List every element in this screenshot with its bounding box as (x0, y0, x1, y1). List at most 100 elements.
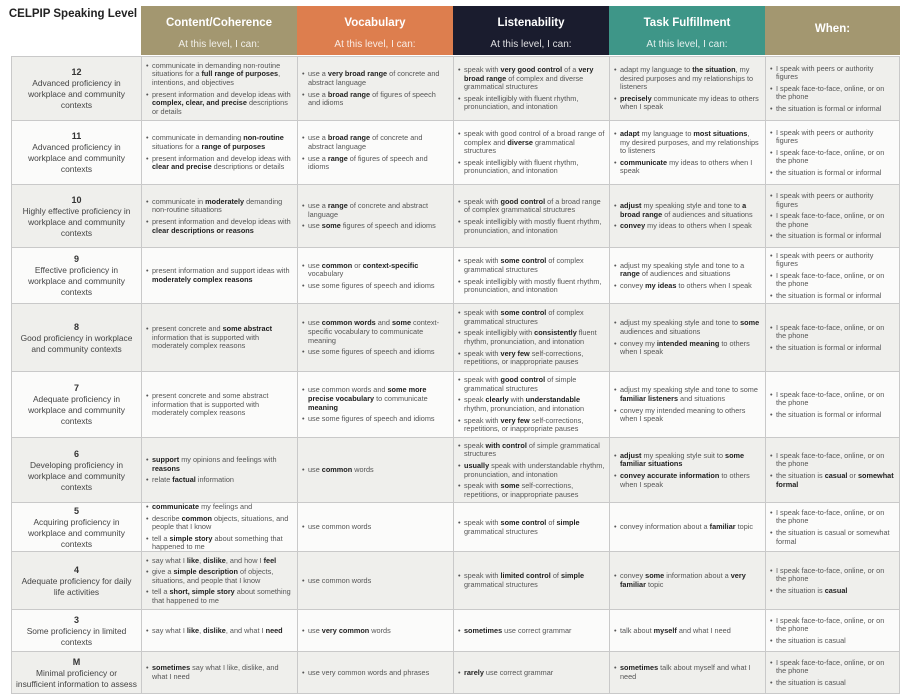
when-cell: I speak face-to-face, online, or on the … (766, 372, 900, 438)
descriptor-item: use very common words (302, 626, 449, 636)
when-cell: I speak face-to-face, online, or on the … (766, 652, 900, 694)
task-fulfillment-cell: sometimes talk about myself and what I n… (610, 652, 766, 694)
descriptor-item: adjust my speaking style and tone to a b… (614, 201, 761, 219)
descriptor-list: communicate in moderately demanding non-… (146, 197, 293, 235)
content-coherence-cell: communicate in demanding non-routine sit… (142, 56, 298, 121)
descriptor-item: speak with very good control of a very b… (458, 65, 605, 92)
descriptor-item: use very common words and phrases (302, 668, 449, 678)
descriptor-item: I speak face-to-face, online, or on the … (770, 390, 895, 408)
when-cell: I speak with peers or authority figures I… (766, 56, 900, 121)
descriptor-item: give a simple description of objects, si… (146, 567, 293, 585)
level-number: 4 (73, 564, 79, 575)
descriptor-list: present concrete and some abstract infor… (146, 391, 293, 418)
level-number: 8 (73, 321, 79, 332)
descriptor-list: present information and support ideas wi… (146, 267, 293, 284)
level-row-10: 10 Highly effective proficiency in workpl… (11, 185, 900, 248)
descriptor-item: I speak face-to-face, online, or on the … (770, 616, 895, 634)
descriptor-item: I speak face-to-face, online, or on the … (770, 211, 895, 229)
level-description: Some proficiency in limited contexts (26, 625, 127, 647)
descriptor-item: speak intelligibly with mostly fluent rh… (458, 277, 605, 295)
vocabulary-cell: use a range of concrete and abstract lan… (298, 185, 454, 248)
when-cell: I speak face-to-face, online, or on the … (766, 438, 900, 503)
descriptor-item: use common words and some more precise v… (302, 386, 449, 412)
descriptor-list: speak with good control of a broad range… (458, 129, 605, 176)
descriptor-item: convey my intended meaning to others whe… (614, 406, 761, 424)
header-title: Content/Coherence (165, 17, 273, 29)
descriptor-list: convey some information about a very fam… (614, 572, 761, 589)
level-row-4: 4 Adequate proficiency for daily life act… (11, 552, 900, 610)
descriptor-item: convey my ideas to others when I speak (614, 221, 761, 231)
listenability-cell: speak with some control of simple gramma… (454, 503, 610, 552)
content-coherence-cell: communicate in demanding non-routine sit… (142, 121, 298, 185)
header-listenability: Listenability At this level, I can: (453, 6, 609, 55)
content-coherence-cell: sometimes say what I like, dislike, and … (142, 652, 298, 694)
descriptor-item: the situation is casual (770, 636, 895, 646)
descriptor-item: communicate my ideas to others when I sp… (614, 158, 761, 176)
level-cell: 7 Adequate proficiency in workplace and c… (11, 372, 142, 438)
level-cell: 3 Some proficiency in limited contexts (11, 610, 142, 652)
descriptor-item: adjust my speaking style suit to some fa… (614, 451, 761, 469)
descriptor-list: adjust my speaking style and tone to a b… (614, 201, 761, 231)
descriptor-item: I speak face-to-face, online, or on the … (770, 323, 895, 341)
descriptor-list: say what I like, dislike, and what I nee… (146, 626, 293, 636)
listenability-cell: speak with limited control of simple gra… (454, 552, 610, 610)
vocabulary-cell: use common words and some context-specif… (298, 304, 454, 372)
level-description: Highly effective proficiency in workplac… (22, 205, 131, 238)
descriptor-item: speak with very few self-corrections, re… (458, 349, 605, 367)
descriptor-item: speak with limited control of simple gra… (458, 572, 605, 589)
descriptor-list: speak with some control of complex gramm… (458, 256, 605, 295)
task-fulfillment-cell: adjust my speaking style and tone to som… (610, 304, 766, 372)
descriptor-list: I speak face-to-face, online, or on the … (770, 658, 895, 688)
descriptor-list: communicate in demanding non-routine sit… (146, 133, 293, 172)
descriptor-item: adjust my speaking style and tone to som… (614, 385, 761, 403)
descriptor-list: use common words and some more precise v… (302, 386, 449, 424)
descriptor-item: speak with good control of simple gramma… (458, 375, 605, 393)
descriptor-list: use common words (302, 465, 449, 475)
descriptor-list: sometimes say what I like, dislike, and … (146, 664, 293, 681)
content-coherence-cell: say what I like, dislike, and how I feel… (142, 552, 298, 610)
descriptor-item: use some figures of speech and idioms (302, 221, 449, 231)
descriptor-item: say what I like, dislike, and what I nee… (146, 626, 293, 636)
descriptor-item: convey information about a familiar topi… (614, 522, 761, 532)
listenability-cell: speak with very good control of a very b… (454, 56, 610, 121)
descriptor-item: present information and develop ideas wi… (146, 217, 293, 235)
level-number: 9 (73, 254, 79, 264)
level-row-8: 8 Good proficiency in workplace and commu… (11, 304, 900, 372)
level-description: Developing proficiency in workplace and … (28, 459, 125, 492)
level-row-7: 7 Adequate proficiency in workplace and c… (11, 372, 900, 438)
descriptor-list: use common or context-specific vocabular… (302, 261, 449, 291)
vocabulary-cell: use a broad range of concrete and abstra… (298, 121, 454, 185)
descriptor-item: use a broad range of concrete and abstra… (302, 133, 449, 151)
level-number: 11 (71, 131, 82, 141)
when-cell: I speak with peers or authority figures I… (766, 121, 900, 185)
descriptor-item: I speak face-to-face, online, or on the … (770, 271, 895, 289)
descriptor-item: adjust my speaking style and tone to a r… (614, 261, 761, 279)
descriptor-list: use common words (302, 576, 449, 586)
listenability-cell: speak with good control of a broad range… (454, 121, 610, 185)
vocabulary-cell: use common words (298, 438, 454, 503)
descriptor-item: present information and develop ideas wi… (146, 154, 293, 172)
descriptor-item: convey accurate information to others wh… (614, 471, 761, 489)
descriptor-item: convey some information about a very fam… (614, 572, 761, 589)
header-task-fulfillment: Task Fulfillment At this level, I can: (609, 6, 765, 55)
descriptor-item: I speak face-to-face, online, or on the … (770, 148, 895, 166)
task-fulfillment-cell: adapt my language to most situations, my… (610, 121, 766, 185)
when-cell: I speak face-to-face, online, or on the … (766, 304, 900, 372)
level-number: 10 (71, 194, 82, 205)
descriptor-list: speak with good control of a broad range… (458, 197, 605, 235)
level-number: M (72, 656, 81, 667)
header-subtitle: At this level, I can: (490, 39, 572, 50)
descriptor-list: adjust my speaking style and tone to a r… (614, 261, 761, 291)
descriptor-item: use common words (302, 465, 449, 475)
descriptor-item: I speak face-to-face, online, or on the … (770, 658, 895, 676)
descriptor-item: present concrete and some abstract infor… (146, 391, 293, 418)
descriptor-list: adapt my language to most situations, my… (614, 129, 761, 176)
descriptor-item: present concrete and some abstract infor… (146, 324, 293, 351)
descriptor-item: convey my ideas to others when I speak (614, 281, 761, 291)
descriptor-item: speak with very few self-corrections, re… (458, 416, 605, 434)
corner-label: CELPIP Speaking Level (8, 8, 138, 20)
descriptor-item: the situation is casual (770, 586, 895, 596)
header-content-coherence: Content/Coherence At this level, I can: (141, 6, 297, 55)
descriptor-item: I speak with peers or authority figures (770, 251, 895, 269)
